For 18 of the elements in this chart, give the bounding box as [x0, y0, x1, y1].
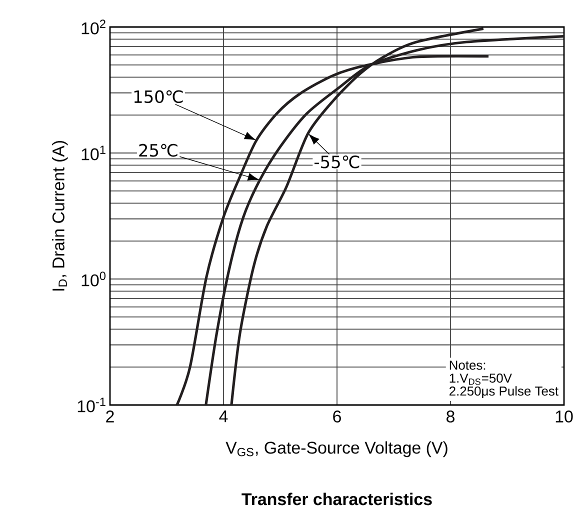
- y-tick-label: 10$^{0}$: [82, 272, 106, 286]
- x-tick-label: 4: [219, 410, 228, 422]
- x-tick-label: 8: [446, 410, 454, 423]
- x-axis-title: V$_{GS}$, Gate-Source Voltage (V): [226, 441, 448, 458]
- series-label: -55℃: [314, 155, 360, 168]
- x-tick-label: 6: [333, 410, 341, 423]
- y-axis-title: I$_{D}$, Drain Current (A): [52, 141, 68, 290]
- text: 150℃: [134, 90, 183, 104]
- y-tick-label: 10$^{2}$: [82, 20, 106, 34]
- annotation: 2.250μs Pulse Test: [450, 386, 558, 398]
- y-tick-label: 10$^{-1}$: [78, 398, 106, 412]
- annotation: 1.V$_{DS}$=50V: [450, 374, 512, 385]
- annotation: Notes:: [450, 360, 486, 370]
- text: Transfer characteristics: [242, 492, 432, 506]
- x-tick-label: 10: [556, 410, 573, 423]
- x-tick-label: 2: [106, 410, 114, 422]
- text: 25℃: [139, 144, 178, 157]
- y-tick-label: 10$^{1}$: [82, 146, 106, 160]
